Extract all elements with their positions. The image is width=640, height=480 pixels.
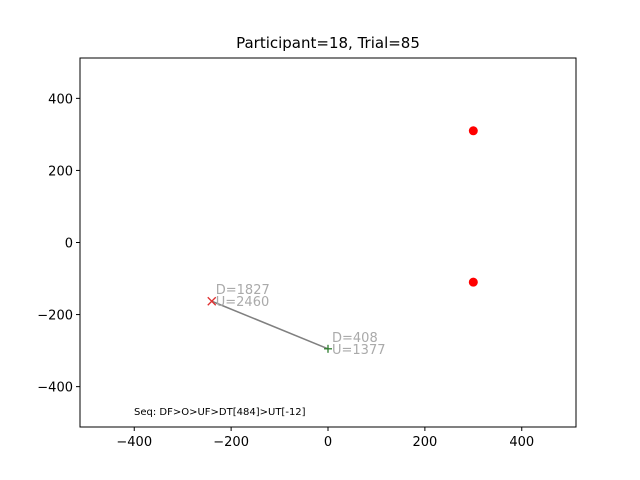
target-point-0 bbox=[468, 126, 478, 136]
trajectory-line bbox=[211, 300, 329, 350]
sequence-annotation: Seq: DF>O>UF>DT[484]>UT[-12] bbox=[134, 407, 306, 418]
end-annotation-0: D=1827 bbox=[216, 283, 270, 298]
y-tick-label-2: 0 bbox=[65, 237, 73, 252]
y-tick-label-0: −400 bbox=[37, 381, 73, 396]
y-tick-label-1: −200 bbox=[37, 309, 73, 324]
y-tick-label-3: 200 bbox=[48, 164, 73, 179]
x-tick-label-1: −200 bbox=[213, 435, 249, 450]
plot-area: −400 −200 0 200 400 −400 −200 0 200 400 D=408U=137… bbox=[37, 57, 577, 450]
end-annotation-1: U=2460 bbox=[216, 295, 270, 310]
x-tick-label-2: 0 bbox=[324, 435, 332, 450]
end-marker-b bbox=[207, 296, 217, 306]
chart-title: Participant=18, Trial=85 bbox=[236, 34, 420, 52]
start-annotation-1: U=1377 bbox=[332, 343, 386, 358]
x-tick-label-3: 200 bbox=[412, 435, 437, 450]
target-point-1 bbox=[468, 277, 478, 287]
y-tick-label-4: 400 bbox=[48, 92, 73, 107]
start-annotation-0: D=408 bbox=[332, 331, 378, 346]
x-tick-label-0: −400 bbox=[116, 435, 152, 450]
x-tick-label-4: 400 bbox=[509, 435, 534, 450]
